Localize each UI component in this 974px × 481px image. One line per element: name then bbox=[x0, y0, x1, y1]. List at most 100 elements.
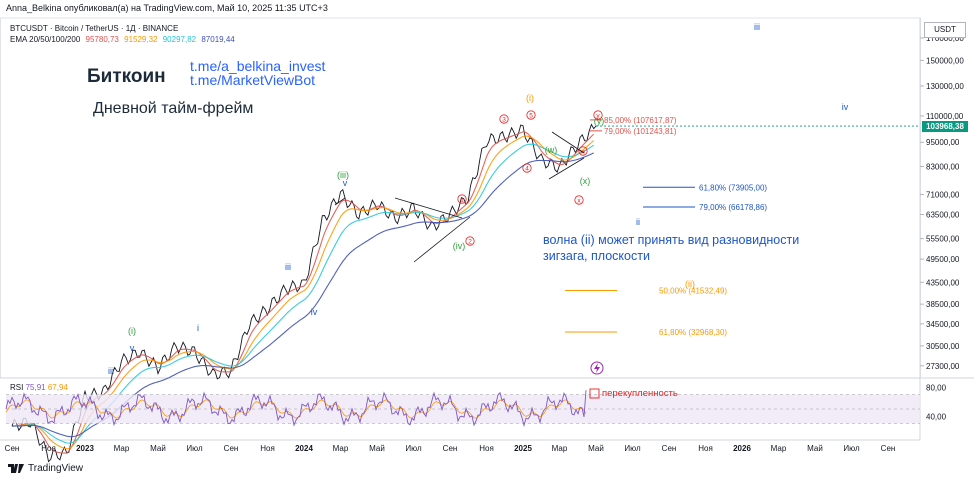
x-tick-label: Мар bbox=[552, 444, 568, 453]
ema-label: EMA 20/50/100/200 bbox=[10, 35, 81, 44]
wave-label: (i) bbox=[128, 326, 136, 336]
axis-layer: 170000,00 150000,00 130000,00 110000,00 9500… bbox=[5, 34, 965, 453]
telegram-link-2[interactable]: t.me/MarketViewBot bbox=[190, 72, 316, 88]
rsi-tick-label: 40,00 bbox=[926, 412, 947, 421]
wave-circle bbox=[522, 163, 532, 173]
ema-200-line bbox=[12, 152, 594, 438]
y-tick-label: 110000,00 bbox=[926, 112, 964, 121]
y-tick-label: 49500,00 bbox=[926, 255, 960, 264]
x-tick-label: 2025 bbox=[514, 444, 532, 453]
y-tick-label: 38500,00 bbox=[926, 300, 960, 309]
x-tick-label: 2026 bbox=[733, 444, 751, 453]
last-price-tag: 103968,38 bbox=[922, 121, 968, 133]
x-tick-label: Июл bbox=[843, 444, 860, 453]
rsi-label: RSI bbox=[10, 383, 24, 392]
y-tick-label: 130000,00 bbox=[926, 82, 964, 91]
y-tick-label: 30500,00 bbox=[926, 342, 960, 351]
footer-brand[interactable]: TradingView bbox=[8, 463, 83, 474]
wave-label: (iv) bbox=[453, 241, 466, 251]
fib-level-label: 61,80% (73905,00) bbox=[699, 183, 767, 192]
wave-label: iv bbox=[842, 102, 849, 112]
x-tick-label: Май bbox=[807, 444, 823, 453]
flash-icon-glyph bbox=[594, 363, 600, 373]
fib-level-label: 85,00% (107617,87) bbox=[604, 116, 677, 125]
y-tick-label: 71000,00 bbox=[926, 190, 960, 199]
fib-level-label: 50,00% (41532,49) bbox=[659, 287, 727, 296]
x-tick-label: Сен bbox=[881, 444, 896, 453]
x-tick-label: Июл bbox=[186, 444, 203, 453]
overbought-marker bbox=[589, 388, 600, 399]
chart-annotation-subtitle: Дневной тайм-фрейм bbox=[93, 100, 254, 117]
y-tick-label: 55500,00 bbox=[926, 235, 960, 244]
currency-label[interactable]: USDT bbox=[924, 22, 966, 38]
wave-comment: волна (ii) может принять вид разновиднос… bbox=[543, 233, 800, 263]
fib-level-label: 61,80% (32968,30) bbox=[659, 328, 727, 337]
ema-value-100: 90297,82 bbox=[162, 35, 197, 44]
wave-circle bbox=[593, 110, 603, 120]
wave-circle bbox=[457, 194, 467, 204]
labels-layer: iii(i)viiiiiv(iii)v(iv)(i)(w)(x)(y)iiiii… bbox=[108, 22, 849, 376]
wave-label: i bbox=[197, 323, 199, 333]
tradingview-logo-icon bbox=[8, 464, 24, 473]
wave-circle-label: 4 bbox=[525, 166, 529, 173]
rsi-legend[interactable]: RSI 75,91 67,94 bbox=[10, 383, 68, 392]
x-tick-label: Июл bbox=[405, 444, 422, 453]
x-tick-label: Май bbox=[369, 444, 385, 453]
footer-brand-text: TradingView bbox=[28, 463, 84, 474]
flash-icon bbox=[590, 361, 604, 375]
wave-circle-label: y bbox=[596, 113, 600, 120]
wave-label: (y) bbox=[594, 116, 605, 126]
x-tick-label: Ноя bbox=[41, 444, 56, 453]
x-tick-label: Сен bbox=[5, 444, 20, 453]
wave-circle bbox=[574, 195, 584, 205]
ema-20-line bbox=[11, 131, 595, 454]
x-tick-label: Мар bbox=[771, 444, 787, 453]
x-tick-label: Ноя bbox=[260, 444, 275, 453]
wave-label: v bbox=[343, 178, 348, 188]
wave-circle-label: 5 bbox=[529, 113, 533, 120]
wave-label: iii bbox=[754, 22, 760, 32]
wave-circle bbox=[578, 146, 588, 156]
x-tick-label: Мар bbox=[333, 444, 349, 453]
y-tick-label: 150000,00 bbox=[926, 56, 964, 65]
trend-line bbox=[551, 131, 585, 154]
x-tick-label: Май bbox=[150, 444, 166, 453]
ema-value-200: 87019,44 bbox=[201, 35, 235, 44]
ema-legend[interactable]: EMA 20/50/100/200 95780,73 91529,32 9029… bbox=[10, 35, 238, 44]
price-line bbox=[11, 123, 597, 463]
fib-layer: 85,00% (107617,87) 79,00% (101243,81) 61,8… bbox=[565, 116, 767, 337]
y-tick-label: 34500,00 bbox=[926, 320, 960, 329]
wave-label: v bbox=[130, 343, 135, 353]
x-tick-label: Сен bbox=[662, 444, 677, 453]
attribution-text: Anna_Belkina опубликовал(а) на TradingVi… bbox=[6, 3, 328, 13]
y-tick-label: 95000,00 bbox=[926, 138, 960, 147]
x-tick-label: 2024 bbox=[295, 444, 313, 453]
wave-circle bbox=[526, 110, 536, 120]
wave-label: iii bbox=[285, 262, 291, 272]
ema-value-50: 91529,32 bbox=[124, 35, 158, 44]
x-tick-label: Май bbox=[588, 444, 604, 453]
trend-line bbox=[394, 197, 463, 219]
x-tick-label: Ноя bbox=[698, 444, 713, 453]
rsi-line bbox=[5, 390, 587, 428]
x-tick-label: Сен bbox=[224, 444, 239, 453]
trend-line bbox=[413, 216, 471, 263]
wave-circle-label: 2 bbox=[468, 239, 472, 246]
wave-circle bbox=[465, 236, 475, 246]
wave-label: (ii) bbox=[685, 279, 695, 289]
ema-value-20: 95780,73 bbox=[85, 35, 119, 44]
y-tick-label: 170000,00 bbox=[926, 34, 964, 43]
telegram-link-1[interactable]: t.me/a_belkina_invest bbox=[190, 58, 326, 74]
wave-label: (w) bbox=[545, 145, 558, 155]
symbol-line[interactable]: BTCUSDT · Bitcoin / TetherUS · 1Д · BINA… bbox=[10, 24, 179, 33]
wave-circle bbox=[499, 114, 509, 124]
y-tick-label: 27300,00 bbox=[926, 362, 960, 371]
x-tick-label: Ноя bbox=[479, 444, 494, 453]
chart-annotation-title: Биткоин bbox=[87, 66, 166, 87]
x-tick-label: Мар bbox=[114, 444, 130, 453]
y-tick-label: 43500,00 bbox=[926, 278, 960, 287]
trend-line bbox=[548, 157, 585, 180]
wave-label: (i) bbox=[526, 93, 534, 103]
grid-layer bbox=[0, 17, 974, 441]
